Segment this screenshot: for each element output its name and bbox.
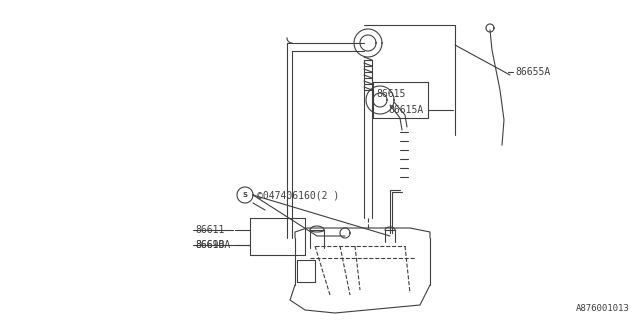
Text: S: S — [243, 192, 248, 198]
Text: 86615A: 86615A — [388, 105, 423, 115]
Text: 86611: 86611 — [195, 225, 225, 235]
Text: 86655A: 86655A — [515, 67, 550, 77]
Text: 86615: 86615 — [376, 89, 405, 99]
Text: ©047406160(2 ): ©047406160(2 ) — [257, 190, 339, 200]
Text: 86610A: 86610A — [195, 240, 230, 250]
Text: A876001013: A876001013 — [576, 304, 630, 313]
Text: 8669B: 8669B — [195, 240, 225, 250]
